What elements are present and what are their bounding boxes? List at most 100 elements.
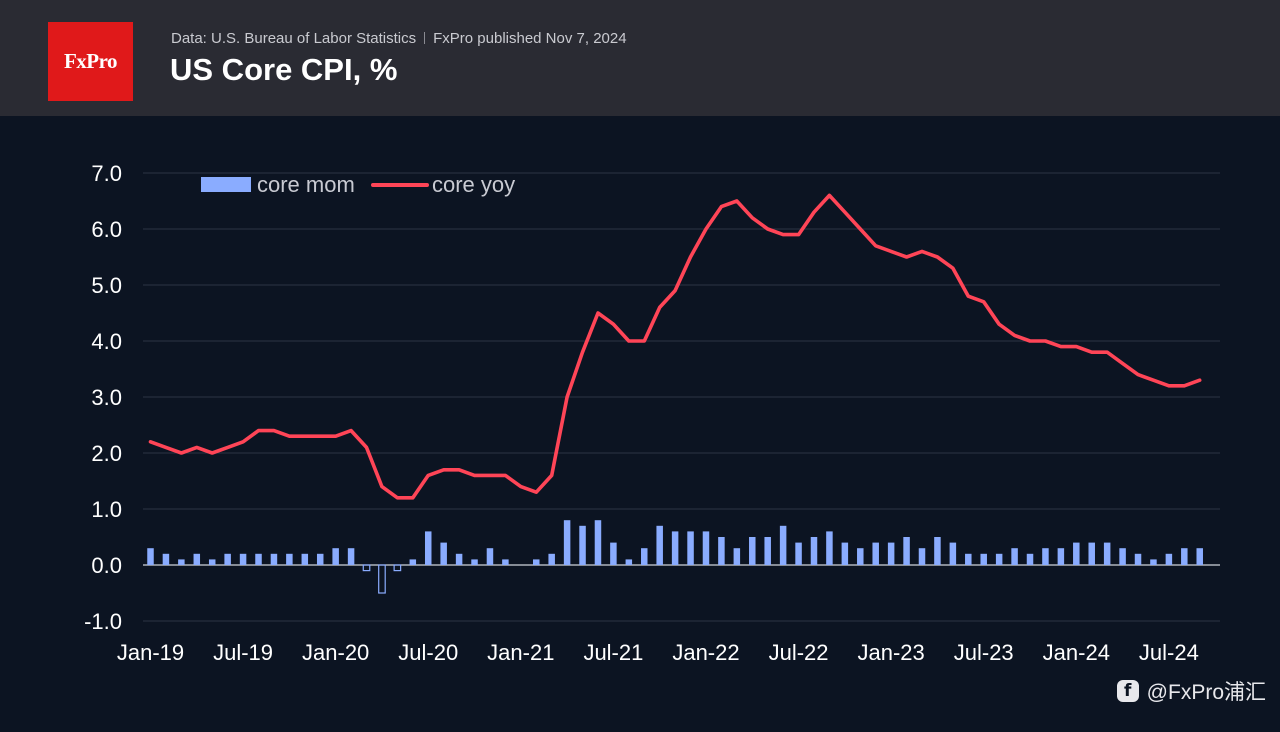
bar-core-mom [178,559,185,565]
published-date: FxPro published Nov 7, 2024 [433,30,627,47]
bar-core-mom [579,525,586,565]
bar-core-mom [1150,559,1157,565]
bar-core-mom [671,531,679,565]
bar-core-mom [455,553,463,565]
bar-core-mom [147,548,154,565]
bar-core-mom [409,559,417,565]
y-tick-label: 3.0 [91,385,122,410]
x-tick-label: Jan-24 [1043,640,1110,665]
x-tick-label: Jul-21 [583,640,643,665]
y-tick-label: 2.0 [91,441,122,466]
bar-core-mom [749,537,756,565]
bar-core-mom [563,520,571,565]
bars-core-mom [147,520,1203,594]
bar-core-mom [316,553,324,565]
bar-core-mom [980,553,987,565]
bar-core-mom [795,542,802,565]
legend-label-core-mom: core mom [257,172,355,197]
y-tick-label: -1.0 [84,609,122,634]
bar-core-mom [656,525,663,565]
data-source: Data: U.S. Bureau of Labor Statistics [171,30,417,47]
line-core-yoy [148,193,1202,500]
bar-core-mom [965,553,972,565]
bar-core-mom [332,548,339,565]
x-tick-label: Jul-20 [398,640,458,665]
x-tick-label: Jan-21 [487,640,554,665]
y-tick-label: 5.0 [91,273,122,298]
y-tick-label: 7.0 [91,161,122,186]
bar-core-mom [1134,553,1142,565]
bar-core-mom [641,548,648,565]
bar-core-mom [857,548,864,565]
y-tick-label: 4.0 [91,329,122,354]
bar-core-mom [1165,553,1173,565]
bar-core-mom [208,559,216,565]
x-tick-label: Jan-23 [857,640,924,665]
legend: core mom core yoy [201,172,515,197]
x-axis: Jan-19 Jul-19 Jan-20 Jul-20 Jan-21 Jul-21 Jan-… [117,640,1199,665]
bar-core-mom [995,553,1003,565]
bar-core-mom [378,564,386,594]
bar-core-mom [1103,542,1111,565]
bar-core-mom [949,542,957,565]
gridlines [143,172,1220,622]
brand-f-icon: f [1116,680,1139,702]
x-tick-label: Jan-19 [117,640,184,665]
x-tick-label: Jul-24 [1139,640,1199,665]
chart-title: US Core CPI, % [170,52,398,87]
bar-core-mom [533,559,540,565]
bar-core-mom [610,542,617,565]
bar-core-mom [764,537,771,565]
y-tick-label: 0.0 [91,553,122,578]
bar-core-mom [1042,548,1049,565]
bar-core-mom [301,553,309,565]
bar-core-mom [779,525,787,565]
bar-core-mom [1196,548,1203,565]
y-tick-label: 1.0 [91,497,122,522]
bar-core-mom [718,537,725,565]
bar-core-mom [362,564,371,572]
legend-label-core-yoy: core yoy [432,172,515,197]
watermark: f @FxPro浦汇 [1116,676,1266,706]
x-tick-label: Jul-23 [954,640,1014,665]
watermark-text: @FxPro浦汇 [1146,681,1266,704]
bar-core-mom [841,542,849,565]
bar-core-mom [1026,553,1034,565]
bar-core-mom [934,537,941,565]
bar-core-mom [1011,548,1018,565]
bar-core-mom [424,531,432,565]
x-tick-label: Jul-19 [213,640,273,665]
bar-core-mom [1088,542,1095,565]
bar-core-mom [486,548,494,565]
bar-core-mom [918,548,926,565]
bar-core-mom [224,553,231,565]
bar-core-mom [810,537,818,565]
bar-core-mom [162,553,170,565]
bar-core-mom [594,520,602,565]
bar-core-mom [471,559,478,565]
separator [424,32,426,44]
x-tick-label: Jul-22 [769,640,829,665]
bar-core-mom [903,537,910,565]
header-bar: FxPro Data: U.S. Bureau of Labor Statist… [0,0,1280,116]
bar-core-mom [1119,548,1126,565]
bar-core-mom [502,559,509,565]
bar-core-mom [193,553,201,565]
bar-core-mom [1073,542,1080,565]
bar-core-mom [393,564,402,572]
bar-core-mom [826,531,833,565]
bar-core-mom [872,542,879,565]
source-line: Data: U.S. Bureau of Labor Statistics FxP… [171,30,627,47]
chart-canvas: 7.0 6.0 5.0 4.0 3.0 2.0 1.0 0.0 -1.0 Jan-19 Jul-1… [84,161,1220,665]
bar-core-mom [1057,548,1065,565]
bar-core-mom [702,531,710,565]
x-tick-label: Jan-22 [672,640,739,665]
fxpro-logo: FxPro [48,22,133,101]
bar-core-mom [733,548,741,565]
bar-core-mom [1181,548,1188,565]
bar-core-mom [440,542,447,565]
line-series-core-yoy [148,193,1202,500]
bar-core-mom [239,553,247,565]
y-tick-label: 6.0 [91,217,122,242]
bar-core-mom [270,553,278,565]
